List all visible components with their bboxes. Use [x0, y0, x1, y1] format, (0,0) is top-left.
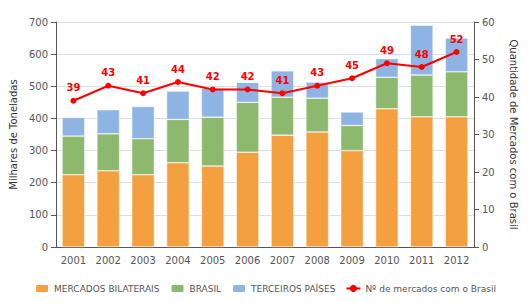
svg-text:49: 49: [380, 45, 394, 56]
svg-text:43: 43: [310, 67, 324, 78]
svg-text:45: 45: [345, 60, 359, 71]
svg-text:2002: 2002: [96, 255, 121, 266]
svg-text:2012: 2012: [444, 255, 469, 266]
svg-text:2005: 2005: [200, 255, 225, 266]
svg-text:MERCADOS BILATERAIS: MERCADOS BILATERAIS: [54, 284, 160, 294]
svg-text:500: 500: [29, 81, 48, 92]
svg-text:Nº de mercados com o Brasil: Nº de mercados com o Brasil: [365, 284, 496, 294]
svg-text:2008: 2008: [305, 255, 330, 266]
svg-text:400: 400: [29, 113, 48, 124]
svg-text:0: 0: [42, 242, 48, 253]
svg-text:2009: 2009: [339, 255, 364, 266]
svg-text:2006: 2006: [235, 255, 260, 266]
svg-text:2010: 2010: [374, 255, 399, 266]
svg-text:10: 10: [482, 204, 495, 215]
svg-text:2004: 2004: [165, 255, 190, 266]
svg-text:2007: 2007: [270, 255, 295, 266]
svg-text:30: 30: [482, 129, 495, 140]
svg-text:2011: 2011: [409, 255, 434, 266]
svg-text:42: 42: [206, 71, 220, 82]
svg-text:Milhares de Toneladas: Milhares de Toneladas: [8, 79, 19, 189]
svg-text:41: 41: [136, 75, 150, 86]
svg-text:20: 20: [482, 167, 495, 178]
svg-text:2003: 2003: [130, 255, 155, 266]
svg-text:0: 0: [482, 242, 488, 253]
svg-text:42: 42: [241, 71, 255, 82]
svg-text:60: 60: [482, 17, 495, 28]
svg-text:44: 44: [171, 64, 185, 75]
svg-text:41: 41: [275, 75, 289, 86]
svg-text:39: 39: [66, 82, 80, 93]
svg-text:Quantidade de Mercados com o B: Quantidade de Mercados com o Brasil: [508, 39, 519, 229]
svg-text:52: 52: [450, 34, 464, 45]
svg-text:700: 700: [29, 17, 48, 28]
svg-text:300: 300: [29, 145, 48, 156]
svg-text:2001: 2001: [61, 255, 86, 266]
svg-text:200: 200: [29, 177, 48, 188]
svg-text:TERCEIROS PAÍSES: TERCEIROS PAÍSES: [250, 283, 336, 294]
svg-text:100: 100: [29, 209, 48, 220]
svg-text:40: 40: [482, 92, 495, 103]
svg-text:BRASIL: BRASIL: [189, 284, 221, 294]
svg-text:43: 43: [101, 67, 115, 78]
svg-text:48: 48: [415, 49, 429, 60]
svg-text:600: 600: [29, 49, 48, 60]
svg-text:50: 50: [482, 54, 495, 65]
